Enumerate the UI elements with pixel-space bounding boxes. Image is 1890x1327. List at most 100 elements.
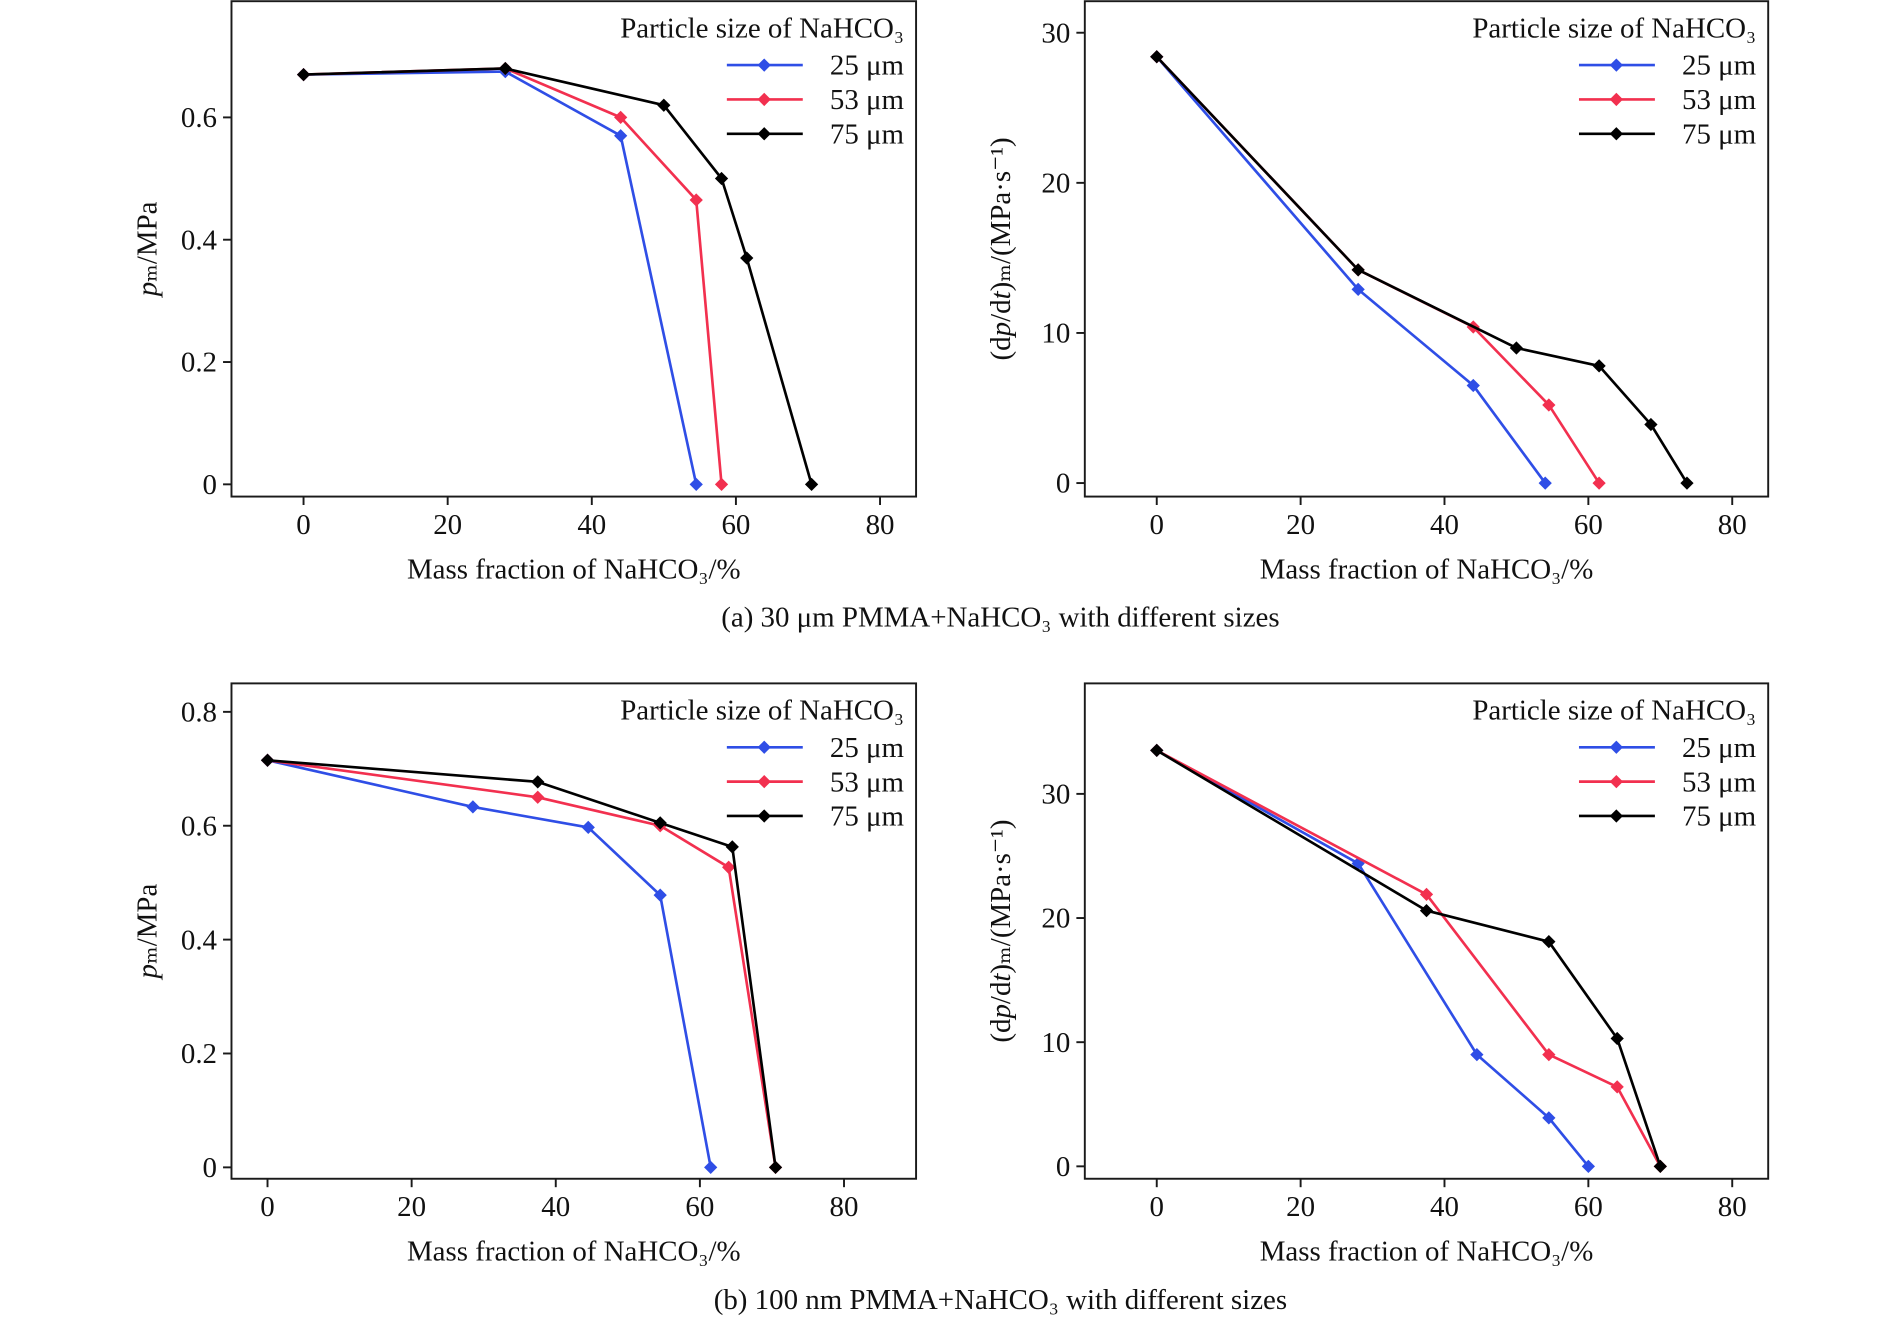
data-point (1592, 359, 1606, 373)
x-axis-title: Mass fraction of NaHCO₃/% (407, 1236, 741, 1268)
y-axis: 0 0.2 0.4 0.6 0.8 pₘ/MPa (132, 696, 232, 1184)
legend-marker (757, 58, 771, 72)
x-tick-label: 60 (1574, 1191, 1603, 1223)
legend-title: Particle size of NaHCO₃ (620, 12, 904, 44)
x-axis-title: Mass fraction of NaHCO₃/% (1260, 1236, 1594, 1268)
caption-b: (b) 100 nm PMMA+NaHCO₃ with different si… (714, 1284, 1287, 1316)
data-point (653, 816, 667, 830)
y-tick-label: 10 (1041, 318, 1070, 350)
x-tick-label: 0 (1150, 509, 1164, 541)
legend-item: 75 μm (726, 118, 905, 150)
y-tick-label: 30 (1041, 17, 1070, 49)
x-tick-label: 80 (866, 509, 895, 541)
y-axis-title: (dp/dt)ₘ/(MPa·s⁻¹) (985, 820, 1017, 1043)
legend-label: 75 μm (830, 118, 905, 150)
y-tick-label: 0.6 (181, 810, 217, 842)
x-axis-title: Mass fraction of NaHCO₃/% (1260, 554, 1594, 586)
y-tick-label: 0.2 (181, 347, 217, 379)
legend-label: 53 μm (1682, 766, 1757, 798)
x-axis: 0 20 40 60 80 Mass fraction of NaHCO₃/% (1150, 1178, 1747, 1268)
chart-a-pressure: 0 20 40 60 80 Mass fraction of NaHCO₃/% 0 0.2 0.… (132, 0, 918, 586)
y-tick-label: 0 (203, 469, 217, 501)
y-tick-label: 0.4 (181, 224, 217, 256)
chart-a-rate: 0 20 40 60 80 Mass fraction of NaHCO₃/% 0 10 20 3… (985, 0, 1770, 586)
legend-marker (757, 809, 771, 823)
x-tick-label: 60 (1574, 509, 1603, 541)
y-tick-label: 0 (203, 1152, 217, 1184)
legend-title: Particle size of NaHCO₃ (1472, 12, 1756, 44)
x-tick-label: 80 (1718, 1191, 1747, 1223)
x-tick-label: 20 (1286, 509, 1315, 541)
x-tick-label: 20 (397, 1191, 426, 1223)
x-axis: 0 20 40 60 80 Mass fraction of NaHCO₃/% (1150, 496, 1747, 586)
data-point (1538, 476, 1552, 490)
series-line (1155, 55, 1689, 484)
x-tick-label: 40 (1430, 509, 1459, 541)
x-axis-title: Mass fraction of NaHCO₃/% (407, 554, 741, 586)
x-tick-label: 60 (685, 1191, 714, 1223)
x-tick-label: 0 (260, 1191, 274, 1223)
legend-label: 25 μm (830, 50, 905, 82)
legend-item: 25 μm (726, 732, 905, 764)
data-point (1680, 476, 1694, 490)
legend-label: 25 μm (1682, 50, 1757, 82)
plot-frame (230, 0, 918, 498)
legend-item: 25 μm (726, 50, 905, 82)
italic-variable: p (132, 282, 164, 298)
x-axis: 0 20 40 60 80 Mass fraction of NaHCO₃/% (260, 1178, 859, 1268)
x-tick-label: 80 (1718, 509, 1747, 541)
x-tick-label: 60 (721, 509, 750, 541)
data-point (1644, 417, 1658, 432)
x-tick-label: 0 (296, 509, 310, 541)
legend-label: 25 μm (1682, 732, 1757, 764)
y-tick-label: 20 (1041, 167, 1070, 199)
data-point (657, 98, 671, 112)
data-point (1466, 378, 1480, 393)
x-tick-label: 40 (541, 1191, 570, 1223)
italic-variable: p (985, 1004, 1017, 1020)
data-point (1592, 476, 1606, 490)
chart-b-pressure: 0 20 40 60 80 Mass fraction of NaHCO₃/% 0 0.2 0.… (132, 682, 918, 1268)
data-point (498, 61, 512, 76)
data-point (531, 775, 545, 789)
legend-label: 53 μm (830, 766, 905, 798)
legend-item: 53 μm (726, 766, 905, 798)
data-point (689, 477, 703, 492)
chart-b-rate: 0 20 40 60 80 Mass fraction of NaHCO₃/% 0 10 20 3… (985, 682, 1770, 1268)
italic-variable: t (985, 973, 1017, 982)
legend-item: 53 μm (1578, 84, 1757, 116)
legend-label: 75 μm (830, 801, 905, 833)
data-point (740, 251, 754, 265)
legend-marker (757, 92, 771, 107)
legend-item: 75 μm (726, 801, 905, 833)
y-tick-label: 20 (1041, 903, 1070, 935)
italic-variable: t (985, 290, 1017, 299)
legend-marker (757, 127, 771, 141)
series-line (303, 67, 813, 485)
data-point (581, 820, 595, 835)
data-point (466, 800, 480, 814)
y-tick-label: 10 (1041, 1027, 1070, 1059)
x-tick-label: 0 (1150, 1191, 1164, 1223)
y-tick-label: 0.8 (181, 696, 217, 728)
legend-item: 25 μm (1578, 50, 1757, 82)
plot-frame (1083, 0, 1770, 498)
x-tick-label: 40 (1430, 1191, 1459, 1223)
legend-label: 75 μm (1682, 801, 1757, 833)
y-tick-label: 30 (1041, 779, 1070, 811)
italic-variable: p (132, 964, 164, 980)
x-tick-label: 20 (1286, 1191, 1315, 1223)
y-tick-label: 0 (1056, 1151, 1070, 1183)
legend-item: 75 μm (1578, 801, 1757, 833)
legend-label: 25 μm (830, 732, 905, 764)
data-point (725, 840, 739, 854)
series-line (303, 70, 698, 485)
legend-title: Particle size of NaHCO₃ (620, 695, 904, 727)
legend-item: 53 μm (726, 84, 905, 116)
series-line (1155, 55, 1547, 484)
x-tick-label: 80 (830, 1191, 859, 1223)
